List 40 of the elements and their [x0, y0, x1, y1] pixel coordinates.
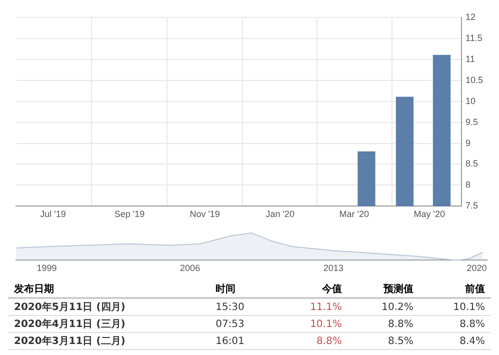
category-label: 今值 — [276, 281, 348, 298]
x-tick-label: 2020 — [466, 263, 487, 274]
y-tick-label: 11 — [465, 54, 475, 64]
text: 16:01 — [210, 332, 276, 350]
category-label: 时间 — [210, 281, 276, 298]
y-tick-label: 9.5 — [465, 116, 478, 127]
y-tick-label: 10 — [465, 96, 476, 106]
y-tick-label: 7.5 — [465, 200, 478, 211]
text: 11.1% — [276, 298, 348, 316]
category-label: 预测值 — [348, 281, 420, 298]
x-tick-label: 1999 — [36, 263, 57, 274]
text: 10.1% — [419, 298, 491, 316]
y-tick-label: 8.5 — [465, 158, 478, 169]
x-tick-label: 2013 — [323, 263, 344, 274]
text: 8.8% — [348, 316, 420, 332]
text: 2020年3月11日 (二月) — [8, 332, 210, 350]
text: 8.8% — [276, 332, 348, 350]
text: 10.1% — [276, 316, 348, 332]
text: 07:53 — [210, 316, 276, 332]
category-label: 前值 — [419, 281, 491, 298]
text: 10.2% — [348, 298, 420, 316]
x-tick-label: May '20 — [414, 209, 446, 220]
x-tick-label: Jan '20 — [266, 209, 294, 220]
text: 8.4% — [419, 332, 491, 350]
text: 2020年4月11日 (三月) — [8, 316, 210, 332]
text: 8.8% — [419, 316, 491, 332]
text: 15:30 — [210, 298, 276, 316]
x-tick-label: Nov '19 — [190, 209, 220, 220]
x-tick-label: Mar '20 — [339, 209, 369, 220]
y-tick-label: 11.5 — [465, 32, 482, 43]
y-tick-label: 12 — [465, 12, 476, 22]
x-tick-label: Sep '19 — [114, 209, 145, 220]
x-tick-label: 2006 — [180, 263, 200, 274]
text: 8.5% — [348, 332, 420, 350]
y-tick-label: 9 — [465, 138, 470, 148]
y-tick-label: 10.5 — [465, 74, 484, 85]
category-label: 发布日期 — [8, 281, 210, 298]
y-tick-label: 8 — [465, 180, 470, 190]
text: 2020年5月11日 (四月) — [8, 298, 210, 316]
x-tick-label: Jul '19 — [40, 209, 66, 220]
